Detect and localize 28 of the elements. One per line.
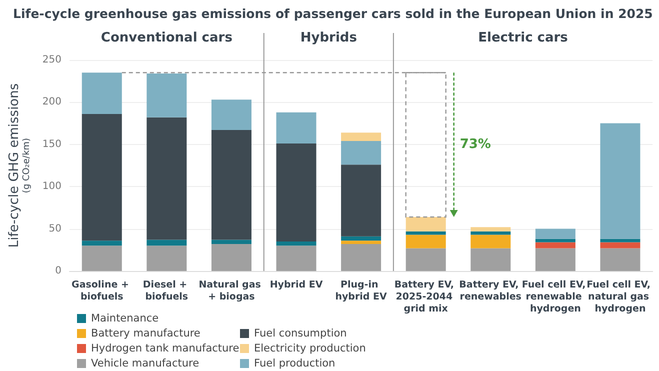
y-tick-label: 100 [42,181,62,192]
x-tick-label: Natural gas + biogas [198,280,264,302]
legend-label: Maintenance [91,312,159,324]
legend-label: Hydrogen tank manufacture [91,342,240,354]
annotation: 73% [460,136,491,152]
y-tick-label: 50 [48,223,62,234]
legend-label: Electricity production [254,342,366,354]
x-tick-label: Fuel cell EV, natural gas hydrogen [586,280,654,314]
text: Electric cars [478,30,568,46]
y-axis-title: Life-cycle GHG emissions (g CO₂e/km) [7,83,32,248]
x-tick-label: Fuel cell EV, renewable hydrogen [522,280,586,314]
text: Conventional cars [100,30,233,46]
x-tick-label: Gasoline + biofuels [72,280,132,302]
legend-label: Fuel consumption [254,328,347,340]
text: Hybrids [300,30,358,46]
x-tick-label: Battery EV, 2025-2044 grid mix [394,280,458,314]
x-tick-label: Hybrid EV [270,280,324,290]
y-tick-label: 0 [55,266,62,276]
x-tick-label: Diesel + biofuels [142,280,190,302]
y-tick-label: 150 [42,138,62,150]
x-tick-label: Plug-in hybrid EV [335,280,388,302]
legend-label: Vehicle manufacture [91,358,200,370]
y-tick-label: 200 [42,96,62,108]
legend-label: Battery manufacture [91,328,200,340]
y-tick-label: 250 [42,54,62,66]
chart-title: Life-cycle greenhouse gas emissions of passenger cars sold in the European Union in 2025 [13,6,653,21]
legend-label: Fuel production [254,358,336,370]
x-tick-label: Battery EV, renewables [459,280,522,302]
